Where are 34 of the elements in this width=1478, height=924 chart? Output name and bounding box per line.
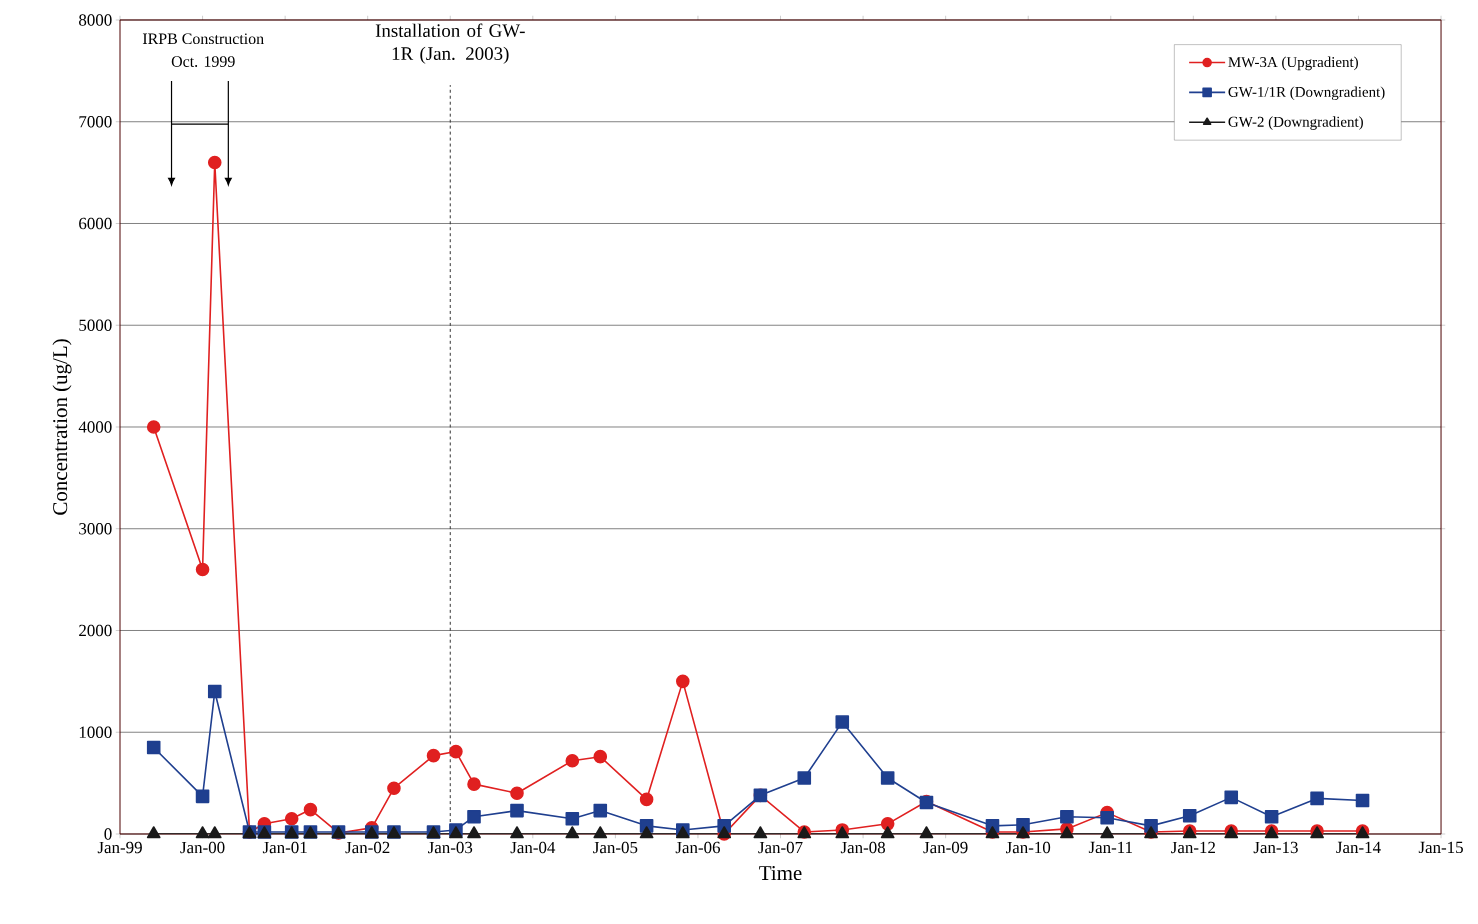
x-tick-label: Jan-02 [345,841,390,854]
x-tick-label: Jan-14 [1336,841,1381,854]
x-tick-label: Jan-06 [675,841,721,854]
x-tick-label: Jan-13 [1253,841,1298,854]
legend-label: GW-2 (Downgradient) [1228,116,1363,130]
x-tick-label: Jan-08 [840,841,886,854]
x-tick-label: Jan-12 [1171,841,1215,854]
y-tick-label: 0 [104,828,112,840]
y-tick-label: 2000 [79,624,112,637]
x-tick-label: Jan-15 [1418,841,1463,854]
annotation: Oct. 1999 [171,56,235,67]
y-tick-label: 7000 [79,116,112,128]
y-tick-label: 6000 [79,217,112,230]
x-tick-label: Jan-04 [510,841,556,854]
x-tick-label: Jan-00 [180,841,225,854]
x-tick-label: Jan-11 [1088,841,1133,854]
x-tick-label: Jan-03 [428,841,473,854]
legend-label: MW-3A (Upgradient) [1228,56,1358,71]
ref-line-label: Installation of GW-1R (Jan. 2003) [375,23,525,64]
x-tick-label: Jan-09 [923,841,968,854]
x-tick-label: Jan-99 [97,841,142,854]
legend-label: GW-1/1R (Downgradient) [1228,86,1385,101]
y-tick-label: 8000 [79,14,112,26]
y-axis-title: Concentration (ug/L) [52,339,72,515]
x-axis-title: Time [759,866,802,881]
x-tick-label: Jan-01 [262,841,307,854]
y-tick-label: 3000 [79,523,112,535]
annotation: IRPB Construction [142,33,264,45]
y-tick-label: 1000 [79,726,112,738]
y-tick-label: 4000 [78,421,112,433]
y-tick-label: 5000 [79,319,112,331]
x-tick-label: Jan-10 [1005,841,1051,854]
x-tick-label: Jan-05 [593,841,638,854]
x-tick-label: Jan-07 [758,841,803,854]
